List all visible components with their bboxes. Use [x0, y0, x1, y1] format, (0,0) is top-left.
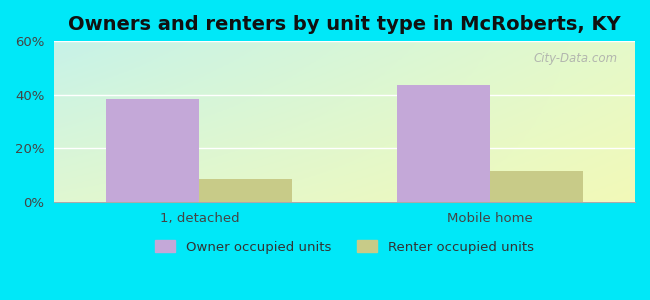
Bar — [397, 85, 490, 202]
Text: City-Data.com: City-Data.com — [534, 52, 618, 65]
Bar — [490, 171, 583, 202]
Bar — [107, 99, 200, 202]
Bar — [200, 179, 292, 202]
Legend: Owner occupied units, Renter occupied units: Owner occupied units, Renter occupied un… — [150, 234, 539, 259]
Title: Owners and renters by unit type in McRoberts, KY: Owners and renters by unit type in McRob… — [68, 15, 621, 34]
